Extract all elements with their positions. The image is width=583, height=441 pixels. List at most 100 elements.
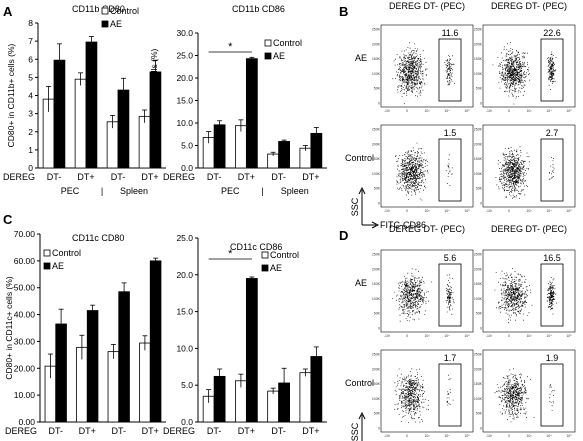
flow-y-tick-label: 250K [474,28,483,32]
flow-x-tick-label: 10⁵ [566,209,572,213]
flow-gate [438,363,462,427]
y-tick-label: 70.00 [14,229,36,239]
panel-letter-a: A [3,4,13,19]
flow-gate [438,263,462,327]
flow-y-tick-label: 200K [474,367,483,371]
y-tick-label: 15.0 [176,307,193,317]
tissue-label-pec: PEC [221,186,240,196]
flow-gate-value: 5.6 [444,253,457,263]
bar-ae [245,278,258,423]
flow-y-tick-label: 0 [378,327,380,331]
tissue-separator: | [261,186,263,196]
bar-chart-2: CD11b CD86 0.0 5.0 10.0 15.0 20.0 25.0 30.0 CD86… [149,4,327,196]
flow-gate-value: 22.6 [543,28,561,38]
flow-y-tick-label: 0 [480,327,482,331]
flow-y-tick-label: 150K [372,382,381,386]
x-tick-label: DT- [47,172,62,182]
legend-swatch-ae [101,20,109,28]
panel-letter-c: C [3,212,13,227]
flow-x-tick-label: -10³ [384,109,391,113]
panel-letter-d: D [339,228,348,243]
flow-dots [392,268,455,322]
x-tick-label: DT+ [238,426,255,436]
flow-y-tick-label: 100K [474,297,483,301]
flow-x-tick-label: 10⁵ [464,109,470,113]
flow-y-tick-label: 50K [374,87,381,91]
flow-x-tick-label: 10⁴ [444,334,450,338]
flow-x-tick-label: 10⁴ [444,209,450,213]
flow-plot-frame [482,349,576,433]
flow-row-label: Control [345,378,374,388]
flow-x-tick-label: -10³ [486,434,493,438]
x-tick-label: DT+ [302,172,319,182]
tissue-label-spleen: Spleen [281,186,309,196]
y-tick-label: 20.00 [14,363,36,373]
flow-panel-b: DEREG DT- (PEC) DEREG DT- (PEC) AE 250K 200K… [345,1,576,230]
y-axis-label: CD80+ in CD11c+ cells (%) [4,276,14,379]
y-tick-label: 50.00 [14,283,36,293]
flow-x-tick-label: 10⁵ [464,209,470,213]
y-tick-label: 60.00 [14,256,36,266]
flow-gate-value: 1.5 [444,128,457,138]
flow-y-tick-label: 100K [372,72,381,76]
flow-x-tick-label: -10³ [384,209,391,213]
flow-x-tick-label: 10⁴ [546,434,552,438]
flow-plot-frame [380,249,474,333]
legend-swatch-ae [261,264,269,272]
legend-label-ae: AE [52,261,64,271]
flow-column-header: DEREG DT- (PEC) [491,1,567,11]
y-tick-label: 30.0 [176,28,193,38]
chart-title: CD11b CD80 [72,4,125,14]
flow-plot: 250K 200K 150K 100K 50K 0 -10³ 0 10³ 10⁴ 10⁵ 2.7 [474,124,576,213]
x-tick-label: DT- [49,426,64,436]
flow-gate [540,38,564,102]
bar-ae [118,291,130,423]
flow-y-tick-label: 50K [374,312,381,316]
flow-x-tick-label: 10³ [424,209,430,213]
flow-x-tick-label: 10³ [526,334,532,338]
flow-x-tick-label: -10³ [384,334,391,338]
flow-column-header: DEREG DT- (PEC) [389,1,465,11]
flow-plot: 250K 200K 150K 100K 50K 0 -10³ 0 10³ 10⁴ 10⁵ 22.6 [474,24,576,113]
bar-chart-3: CD11c CD80 0.00 10.00 20.00 30.00 40.00 50.00 6… [4,229,166,441]
flow-x-tick-label: 10⁵ [566,334,572,338]
flow-row-label: AE [355,278,367,288]
tissue-separator: | [101,186,103,196]
flow-y-tick-label: 0 [480,202,482,206]
flow-plot-frame [380,24,474,108]
flow-y-tick-label: 50K [476,87,483,91]
flow-y-tick-label: 50K [476,412,483,416]
flow-column-header: DEREG DT- (PEC) [491,224,567,234]
flow-x-tick-label: -10³ [384,434,391,438]
flow-y-tick-label: 150K [474,282,483,286]
flow-dots [494,368,555,423]
bar-control [299,147,312,169]
flow-gate-value: 2.7 [546,128,559,138]
bar-control [235,125,247,169]
flow-y-tick-label: 250K [372,28,381,32]
legend-label-control: Control [270,250,299,260]
y-tick-label: 0.00 [18,417,35,427]
flow-y-tick-label: 250K [474,253,483,257]
flow-gate-value: 16.5 [543,253,561,263]
y-tick-label: 4 [28,91,33,101]
flow-y-tick-label: 200K [372,367,381,371]
flow-y-tick-label: 50K [374,412,381,416]
x-tick-label: DT+ [238,172,255,182]
flow-y-tick-label: 250K [474,353,483,357]
ssc-arrowhead [358,186,366,195]
flow-x-tick-label: 10⁴ [546,334,552,338]
flow-dots [394,368,454,423]
y-tick-label: 10.00 [14,390,36,400]
x-tick-label: DT+ [79,426,96,436]
y-tick-label: 5.0 [181,141,193,151]
flow-y-axis-label: SSC [350,197,360,216]
x-tick-prefix: DEREG [163,426,195,436]
y-tick-label: 0 [28,163,33,173]
flow-y-tick-label: 100K [372,297,381,301]
bar-control [74,78,87,169]
flow-x-tick-label: -10³ [486,209,493,213]
significance-marker: * [228,248,233,260]
flow-dots [495,146,555,199]
y-tick-label: 20.0 [176,73,193,83]
